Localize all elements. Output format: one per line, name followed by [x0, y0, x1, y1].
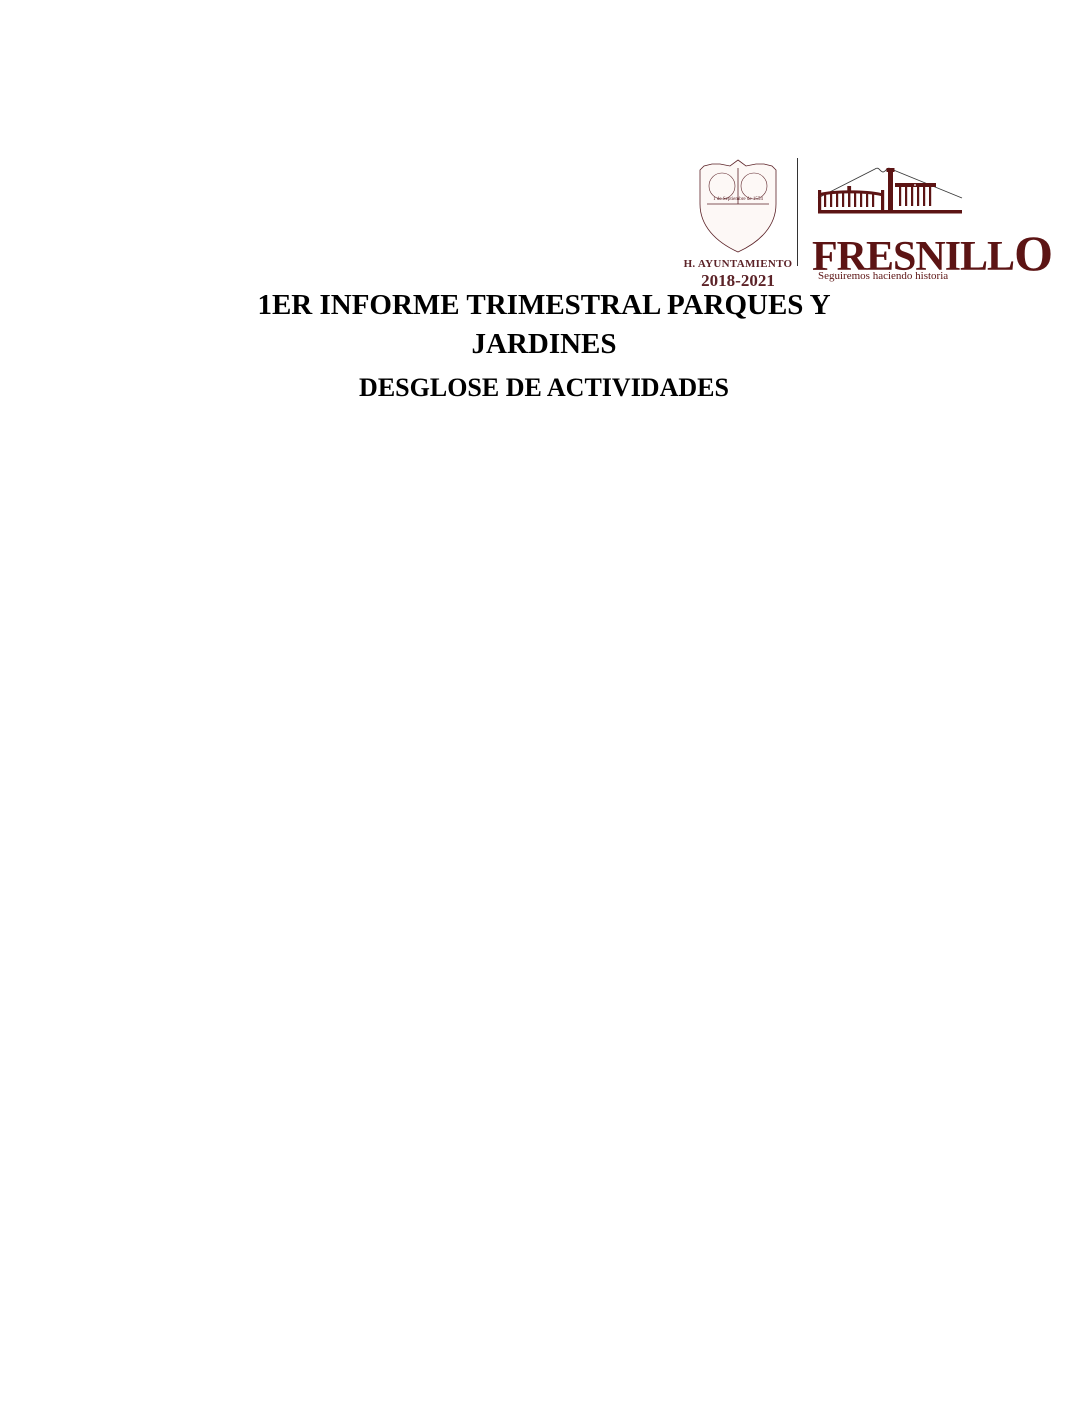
- svg-text:1 de Septiembre de 1554: 1 de Septiembre de 1554: [713, 197, 763, 202]
